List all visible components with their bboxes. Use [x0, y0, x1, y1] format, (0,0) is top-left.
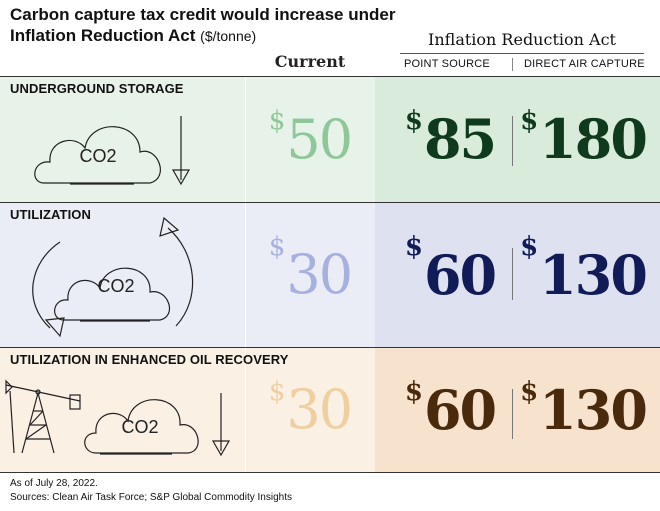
- column-header-point-source: POINT SOURCE: [404, 58, 490, 70]
- row-label-cell: [0, 347, 245, 472]
- down-arrow-icon: [211, 393, 231, 457]
- value-direct-air-capture: $130: [520, 232, 648, 307]
- column-header-ira: Inflation Reduction Act: [428, 30, 616, 49]
- row-underground-storage: UNDERGROUND STORAGE CO2 $50 $85 $180: [0, 76, 660, 202]
- ira-cell: [375, 202, 660, 347]
- row-label: UNDERGROUND STORAGE: [10, 81, 184, 96]
- row-label: UTILIZATION IN ENHANCED OIL RECOVERY: [10, 352, 289, 367]
- storage-icon-group: CO2: [34, 116, 191, 186]
- value-current: $30: [268, 377, 353, 441]
- value-direct-air-capture: $130: [520, 377, 648, 442]
- column-header-direct-air-capture: DIRECT AIR CAPTURE: [524, 58, 645, 70]
- row-label: UTILIZATION: [10, 207, 92, 222]
- cloud-icon: [84, 399, 199, 455]
- value-divider: [512, 116, 513, 166]
- row-divider: [0, 202, 660, 203]
- cloud-label: CO2: [121, 417, 158, 437]
- cycle-arrows-icon: [32, 216, 194, 338]
- row-divider: [0, 347, 660, 348]
- ira-cell: [375, 76, 660, 202]
- value-point-source: $60: [404, 377, 497, 442]
- row-label-cell: [0, 76, 245, 202]
- oil-pumpjack-icon: [5, 379, 81, 454]
- row-utilization: UTILIZATION CO2 $30 $60 $130: [0, 202, 660, 347]
- value-point-source: $85: [404, 106, 497, 171]
- cloud-icon: [34, 126, 161, 185]
- value-point-source: $60: [404, 232, 497, 307]
- cloud-label: CO2: [97, 276, 134, 296]
- row-label-cell: [0, 202, 245, 347]
- utilization-icon-group: CO2: [32, 216, 194, 338]
- chart-title: Carbon capture tax credit would increase…: [10, 4, 430, 47]
- row-utilization-eor: UTILIZATION IN ENHANCED OIL RECOVERY CO2…: [0, 347, 660, 472]
- current-cell: [245, 347, 377, 472]
- chart-title-text: Carbon capture tax credit would increase…: [10, 5, 396, 45]
- table-bottom-rule: [0, 472, 660, 473]
- value-divider: [512, 389, 513, 439]
- value-current: $50: [268, 106, 353, 171]
- subheader-divider: [512, 58, 513, 71]
- row-divider: [0, 76, 660, 77]
- eor-icon-group: CO2: [5, 379, 231, 457]
- value-divider: [512, 248, 513, 300]
- current-cell: [245, 76, 377, 202]
- value-direct-air-capture: $180: [520, 106, 648, 171]
- date-note: As of July 28, 2022.: [10, 478, 98, 489]
- chart-unit: ($/tonne): [200, 28, 257, 44]
- cloud-label: CO2: [79, 146, 116, 166]
- column-header-current: Current: [274, 52, 346, 71]
- value-current: $30: [268, 232, 353, 306]
- ira-cell: [375, 347, 660, 472]
- cloud-icon: [54, 267, 171, 322]
- down-arrow-icon: [171, 116, 191, 186]
- sources-note: Sources: Clean Air Task Force; S&P Globa…: [10, 492, 292, 503]
- ira-header-rule: [400, 53, 644, 54]
